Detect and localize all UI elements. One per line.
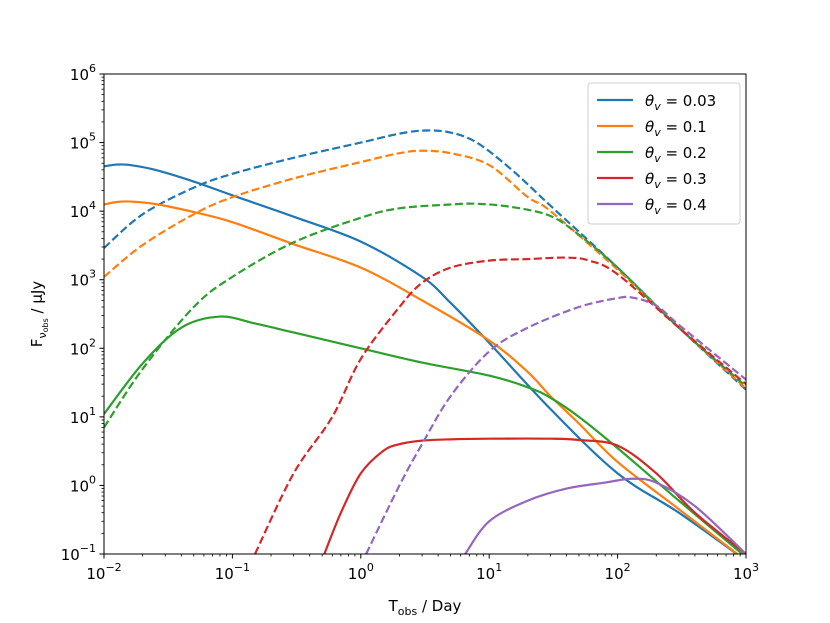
series-2-dashed-line xyxy=(104,202,746,429)
legend-label-1: θv = 0.1 xyxy=(645,118,707,139)
series-1-dashed-line xyxy=(104,149,746,390)
x-tick-label: 102 xyxy=(605,561,631,583)
x-axis: 10−2 10−1 100 101 102 103 xyxy=(86,554,759,583)
legend-label-2: θv = 0.2 xyxy=(645,144,707,165)
y-tick-label: 100 xyxy=(70,473,96,495)
series-0-solid-line xyxy=(104,163,739,554)
y-axis: 10−1 100 101 102 103 104 105 106 xyxy=(61,62,104,564)
y-tick-label: 101 xyxy=(70,405,96,427)
series-4-solid-line xyxy=(464,477,746,554)
x-tick-label: 100 xyxy=(348,561,374,583)
y-tick-label: 106 xyxy=(70,62,96,84)
series-3-dashed-line xyxy=(254,256,746,554)
series-3-solid-line xyxy=(323,437,746,554)
series-0-dashed-line xyxy=(104,129,746,391)
x-axis-label: Tobs / Day xyxy=(388,597,462,618)
series-layer xyxy=(104,129,746,554)
legend-box xyxy=(587,82,741,225)
y-tick-label: 104 xyxy=(70,199,96,221)
legend-label-4: θv = 0.4 xyxy=(645,196,707,217)
x-tick-label: 10−2 xyxy=(86,561,121,583)
y-tick-label: 10−1 xyxy=(61,542,96,564)
legend-label-3: θv = 0.3 xyxy=(645,170,707,191)
series-4-dashed-line xyxy=(365,295,746,554)
legend: θv = 0.03 θv = 0.1 θv = 0.2 θv = 0.3 θv = 0.… xyxy=(587,82,741,225)
x-tick-label: 10−1 xyxy=(215,561,250,583)
y-tick-label: 105 xyxy=(70,131,96,153)
y-axis-label: Fνobs / μJy xyxy=(28,281,50,347)
y-tick-label: 103 xyxy=(70,268,96,290)
x-tick-label: 103 xyxy=(733,561,759,583)
x-tick-label: 101 xyxy=(476,561,502,583)
legend-label-0: θv = 0.03 xyxy=(645,92,716,113)
plot-frame xyxy=(103,73,747,555)
series-2-solid-line xyxy=(104,315,744,554)
series-1-solid-line xyxy=(104,200,740,554)
y-tick-label: 102 xyxy=(70,336,96,358)
